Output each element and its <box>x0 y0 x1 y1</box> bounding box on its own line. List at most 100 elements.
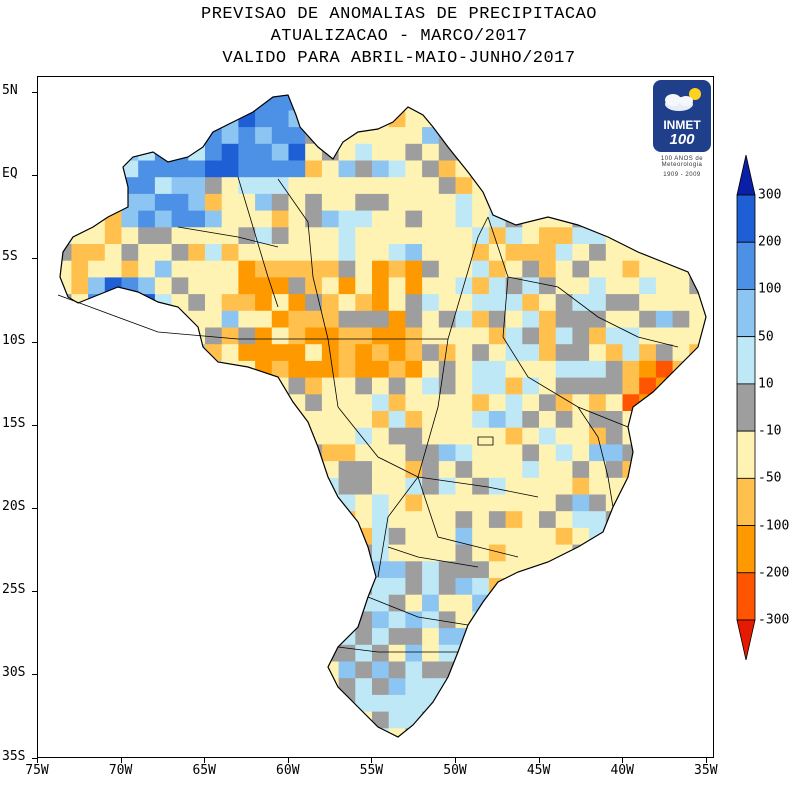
anomaly-cell <box>672 327 690 345</box>
anomaly-cell <box>589 477 607 495</box>
anomaly-cell <box>221 294 239 312</box>
anomaly-cell <box>121 444 139 462</box>
anomaly-cell <box>405 694 423 713</box>
anomaly-cell <box>372 461 390 479</box>
anomaly-cell <box>104 444 122 462</box>
anomaly-cell <box>589 143 607 161</box>
anomaly-cell <box>221 494 239 512</box>
anomaly-cell <box>605 678 623 696</box>
anomaly-cell <box>104 411 122 429</box>
anomaly-cell <box>171 377 189 395</box>
anomaly-cell <box>689 477 706 495</box>
anomaly-cell <box>539 127 557 145</box>
anomaly-cell <box>154 511 173 529</box>
anomaly-cell <box>355 394 373 412</box>
anomaly-cell <box>539 494 557 512</box>
anomaly-cell <box>672 344 690 362</box>
anomaly-cell <box>138 461 156 479</box>
anomaly-cell <box>288 578 306 596</box>
anomaly-cell <box>689 644 706 662</box>
state-border-line <box>337 646 458 653</box>
anomaly-cell <box>639 644 657 662</box>
anomaly-cell <box>488 277 507 295</box>
anomaly-cell <box>221 561 239 579</box>
anomaly-cell <box>622 661 640 679</box>
anomaly-cell <box>388 227 406 245</box>
anomaly-cell <box>154 277 173 295</box>
anomaly-cell <box>60 494 72 512</box>
anomaly-cell <box>422 594 440 612</box>
anomaly-cell <box>305 694 323 713</box>
anomaly-cell <box>672 477 690 495</box>
anomaly-cell <box>539 594 557 612</box>
anomaly-cell <box>255 127 273 145</box>
anomaly-cell <box>238 244 256 262</box>
anomaly-cell <box>455 494 473 512</box>
anomaly-cell <box>388 661 406 679</box>
anomaly-cell <box>288 244 306 262</box>
anomaly-cell <box>388 694 406 713</box>
anomaly-cell <box>372 594 390 612</box>
anomaly-cell <box>38 561 55 578</box>
anomaly-cell <box>121 494 139 512</box>
anomaly-cell <box>255 277 273 295</box>
anomaly-cell <box>672 728 690 737</box>
anomaly-cell <box>706 311 714 328</box>
anomaly-cell <box>288 611 306 629</box>
anomaly-cell <box>539 661 557 679</box>
anomaly-cell <box>539 344 557 362</box>
state-border-line <box>367 596 469 626</box>
anomaly-cell <box>405 277 423 295</box>
anomaly-cell <box>422 661 440 679</box>
anomaly-cell <box>439 77 456 94</box>
anomaly-cell <box>555 594 573 612</box>
anomaly-cell <box>104 477 122 495</box>
anomaly-cell <box>38 595 55 612</box>
anomaly-cell <box>589 193 607 212</box>
anomaly-cell <box>60 244 72 262</box>
anomaly-cell <box>288 561 306 579</box>
anomaly-cell <box>555 461 573 479</box>
anomaly-cell <box>622 628 640 646</box>
anomaly-cell <box>372 127 390 145</box>
anomaly-cell <box>489 745 506 758</box>
anomaly-cell <box>605 461 623 479</box>
anomaly-cell <box>505 344 523 362</box>
anomaly-cell <box>205 360 223 379</box>
anomaly-cell <box>622 578 640 596</box>
anomaly-cell <box>472 678 490 696</box>
anomaly-cell <box>655 561 674 579</box>
anomaly-cell <box>154 95 173 111</box>
anomaly-cell <box>154 594 173 612</box>
anomaly-cell <box>38 728 55 745</box>
anomaly-cell <box>655 527 674 546</box>
anomaly-cell <box>271 444 289 462</box>
anomaly-cell <box>572 193 590 212</box>
anomaly-cell <box>405 95 423 111</box>
anomaly-cell <box>205 77 222 94</box>
anomaly-cell <box>255 444 273 462</box>
anomaly-cell <box>706 177 714 194</box>
anomaly-cell <box>104 277 122 295</box>
anomaly-cell <box>673 745 690 758</box>
anomaly-cell <box>438 694 456 713</box>
legend-label: -300 <box>758 612 790 628</box>
anomaly-cell <box>221 661 239 679</box>
anomaly-cell <box>271 477 289 495</box>
anomaly-cell <box>60 427 72 445</box>
anomaly-cell <box>655 294 674 312</box>
anomaly-cell <box>138 678 156 696</box>
anomaly-cell <box>572 77 589 94</box>
anomaly-cell <box>88 678 106 696</box>
anomaly-cell <box>238 143 256 161</box>
legend-label: -50 <box>758 470 782 486</box>
anomaly-cell <box>422 394 440 412</box>
anomaly-cell <box>338 461 356 479</box>
anomaly-cell <box>38 144 55 161</box>
anomaly-cell <box>88 444 106 462</box>
anomaly-cell <box>238 511 256 529</box>
anomaly-cell <box>522 427 540 445</box>
anomaly-cell <box>88 377 106 395</box>
anomaly-cell <box>205 427 223 445</box>
anomaly-cell <box>639 694 657 713</box>
